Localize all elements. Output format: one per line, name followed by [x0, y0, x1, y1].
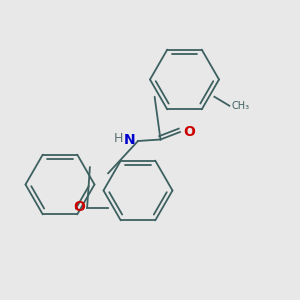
- Text: O: O: [74, 200, 85, 214]
- Text: N: N: [124, 134, 136, 147]
- Text: CH₃: CH₃: [232, 101, 250, 111]
- Text: H: H: [114, 132, 124, 145]
- Text: O: O: [184, 125, 196, 139]
